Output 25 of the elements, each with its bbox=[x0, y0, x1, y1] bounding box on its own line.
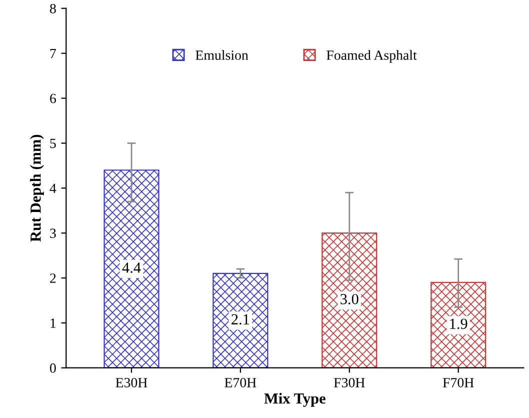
y-tick-label: 5 bbox=[50, 138, 56, 148]
bar bbox=[104, 170, 160, 368]
y-tick-label: 8 bbox=[50, 4, 56, 14]
y-tick-label: 3 bbox=[50, 228, 56, 238]
y-tick-label: 2 bbox=[50, 274, 56, 283]
y-tick-label: 6 bbox=[50, 94, 56, 104]
data-label: 1.9 bbox=[450, 318, 468, 330]
data-label: 2.1 bbox=[232, 314, 250, 325]
y-axis-title: Rut Depth (mm) bbox=[30, 134, 44, 242]
bar bbox=[430, 282, 486, 368]
x-tick-label: F70H bbox=[442, 378, 474, 388]
y-tick-label: 0 bbox=[50, 363, 56, 373]
y-tick-label: 7 bbox=[50, 49, 56, 58]
legend-label: Foamed Asphalt bbox=[326, 50, 417, 63]
y-tick-label: 1 bbox=[50, 318, 56, 328]
x-tick-label: F30H bbox=[334, 378, 365, 388]
x-tick-label: E30H bbox=[116, 378, 148, 388]
bar bbox=[212, 272, 268, 368]
x-axis-title: Mix Type bbox=[264, 392, 326, 407]
data-label: 3.0 bbox=[340, 294, 358, 304]
data-label: 4.4 bbox=[122, 262, 141, 273]
x-tick-label: E70H bbox=[224, 378, 256, 388]
legend-label: Emulsion bbox=[196, 50, 248, 60]
y-tick-label: 4 bbox=[50, 184, 56, 193]
bar bbox=[322, 232, 378, 368]
